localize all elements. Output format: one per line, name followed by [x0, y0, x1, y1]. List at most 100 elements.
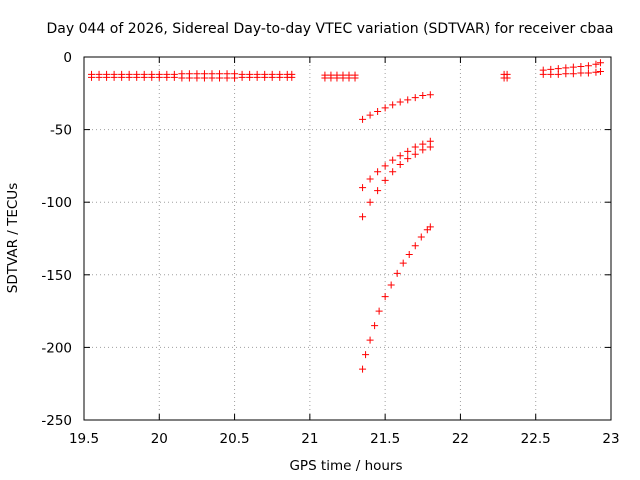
series-seg-c: [321, 71, 359, 82]
data-point: [148, 73, 156, 81]
data-point: [261, 73, 269, 81]
y-axis-label: SDTVAR / TECUs: [5, 183, 21, 293]
data-point: [562, 70, 570, 78]
data-point: [584, 62, 592, 70]
data-point: [569, 63, 577, 71]
data-point: [411, 94, 419, 102]
data-point: [246, 73, 254, 81]
data-point: [374, 168, 382, 176]
data-point: [577, 62, 585, 70]
data-point: [200, 74, 208, 82]
data-point: [253, 73, 261, 81]
data-point: [547, 70, 555, 78]
data-point: [381, 162, 389, 170]
data-point: [88, 73, 96, 81]
data-point: [125, 73, 133, 81]
data-point: [276, 73, 284, 81]
data-point: [155, 73, 163, 81]
data-point: [396, 160, 404, 168]
data-point: [404, 155, 412, 163]
data-point: [351, 74, 359, 82]
data-point: [426, 143, 434, 151]
data-point: [366, 175, 374, 183]
data-point: [163, 73, 171, 81]
data-point: [359, 184, 367, 192]
data-point: [423, 226, 431, 234]
data-point: [268, 73, 276, 81]
y-tick-label: -150: [41, 268, 72, 284]
data-marks: [88, 59, 604, 373]
series-seg-g: [359, 223, 434, 373]
x-axis-label: GPS time / hours: [289, 458, 402, 474]
data-point: [539, 70, 547, 78]
data-point: [288, 73, 296, 81]
grid-lines: [84, 57, 611, 420]
data-point: [381, 293, 389, 301]
data-point: [178, 74, 186, 82]
data-point: [399, 259, 407, 267]
data-point: [374, 187, 382, 195]
y-tick-label: -250: [41, 413, 72, 429]
data-point: [375, 307, 383, 315]
x-tick-label: 22: [452, 431, 469, 447]
data-point: [359, 115, 367, 123]
data-point: [359, 365, 367, 373]
data-point: [381, 104, 389, 112]
data-point: [411, 242, 419, 250]
data-point: [366, 198, 374, 206]
y-tick-label: -100: [41, 195, 72, 211]
data-point: [118, 73, 126, 81]
data-point: [584, 69, 592, 77]
data-point: [366, 111, 374, 119]
y-tick-label: 0: [63, 50, 72, 66]
x-tick-label: 21.5: [370, 431, 400, 447]
data-point: [417, 233, 425, 241]
data-point: [411, 143, 419, 151]
data-point: [592, 60, 600, 68]
x-tick-label: 19.5: [69, 431, 99, 447]
data-point: [419, 91, 427, 99]
series-seg-h: [500, 70, 511, 82]
data-point: [389, 156, 397, 164]
chart-title: Day 044 of 2026, Sidereal Day-to-day VTE…: [47, 21, 614, 37]
data-point: [393, 269, 401, 277]
data-point: [321, 74, 329, 82]
data-point: [238, 73, 246, 81]
data-point: [381, 176, 389, 184]
plot-frame: [83, 56, 612, 421]
data-point: [339, 74, 347, 82]
data-point: [140, 73, 148, 81]
data-point: [327, 74, 335, 82]
data-point: [345, 74, 353, 82]
x-tick-label: 22.5: [521, 431, 551, 447]
x-tick-label: 23: [602, 431, 619, 447]
data-point: [596, 59, 604, 67]
data-point: [554, 70, 562, 78]
data-point: [333, 74, 341, 82]
data-point: [95, 73, 103, 81]
data-point: [411, 150, 419, 158]
data-point: [577, 69, 585, 77]
data-point: [110, 73, 118, 81]
series-seg-e: [359, 137, 434, 192]
data-point: [223, 74, 231, 82]
data-point: [419, 146, 427, 154]
data-point: [133, 73, 141, 81]
data-point: [371, 322, 379, 330]
data-point: [216, 74, 224, 82]
data-point: [374, 107, 382, 115]
axis-ticks: 19.5 20 20.5 21 21.5 22 22.5 23 0 -50 -100 -150 -200…: [41, 50, 619, 447]
y-tick-label: -200: [41, 340, 72, 356]
data-point: [389, 101, 397, 109]
data-point: [503, 74, 511, 82]
data-point: [359, 213, 367, 221]
data-point: [389, 168, 397, 176]
data-point: [396, 98, 404, 106]
y-tick-label: -50: [50, 123, 72, 139]
data-point: [208, 74, 216, 82]
data-point: [592, 68, 600, 76]
x-tick-label: 20.5: [220, 431, 250, 447]
series-seg-i: [539, 59, 604, 78]
data-point: [231, 74, 239, 82]
